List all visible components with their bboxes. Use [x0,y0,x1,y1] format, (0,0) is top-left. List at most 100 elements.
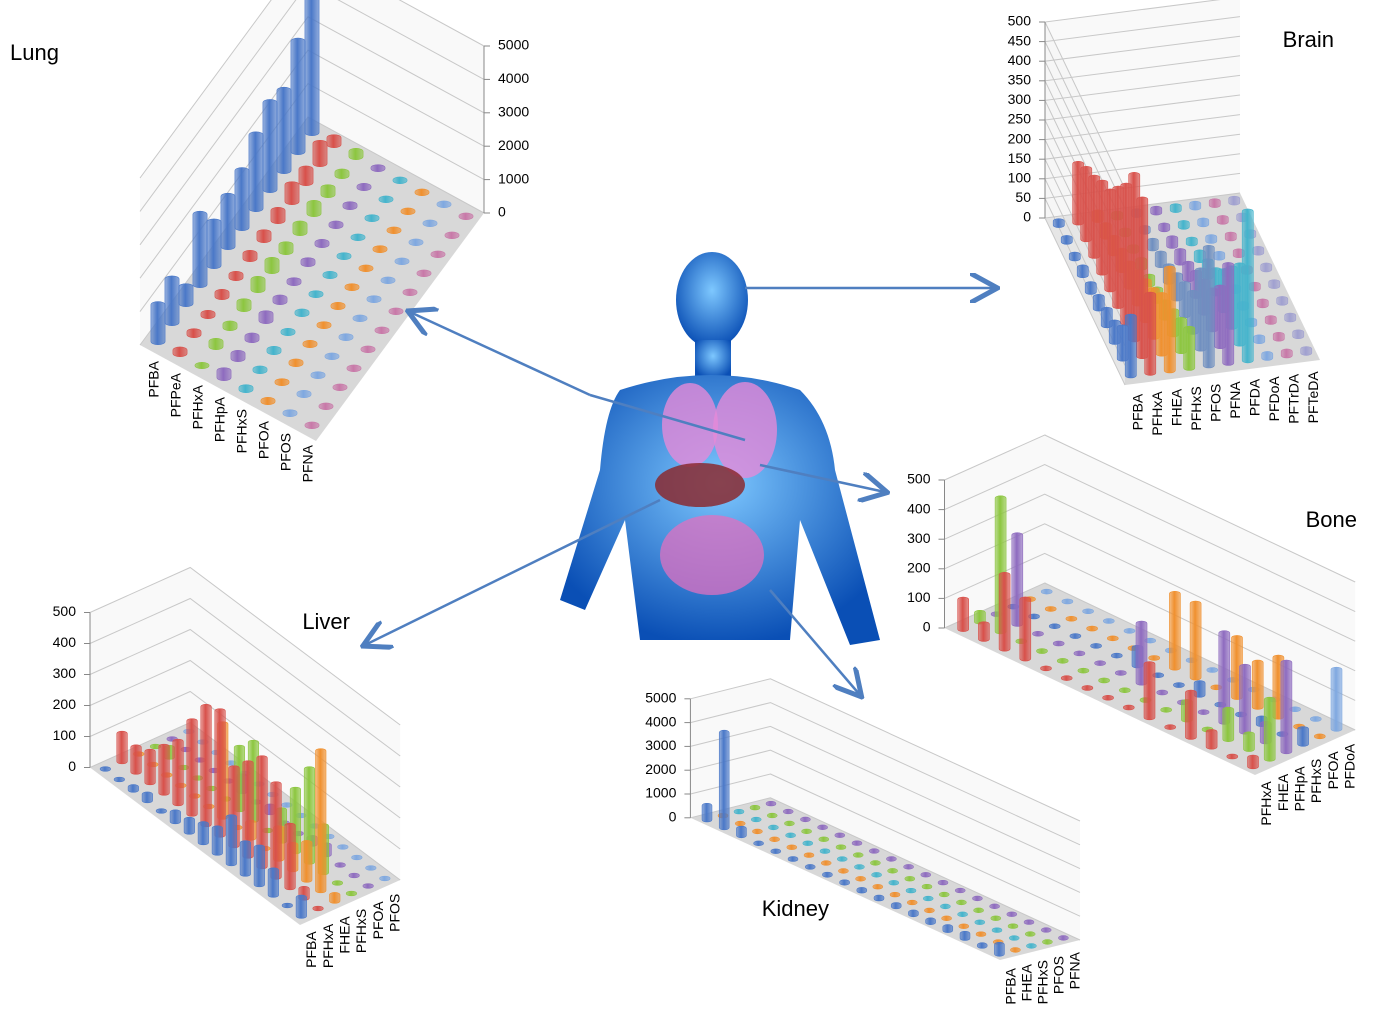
bar [403,289,417,296]
chart: 0100200300400500PFBAPFHxAFHEAPFHxSPFOAPF… [53,568,403,969]
bar [1010,948,1020,953]
bar [1214,251,1225,260]
bar [1169,591,1180,670]
x-tick-label: PFTrDA [1285,373,1301,424]
bar [955,888,965,893]
bar [1248,755,1259,769]
bar [852,841,862,846]
chart: 0100200300400500PFHxAFHEAPFHpAPFHxSPFOAP… [907,435,1357,826]
bar [231,350,245,361]
bar [409,239,423,246]
bar [1111,653,1122,658]
bar [335,863,346,868]
bar [1061,235,1072,244]
bar [305,0,319,136]
bar [223,321,237,331]
x-tick-label: PFPeA [168,372,184,417]
bar [1206,235,1217,244]
bar [117,731,128,764]
bar [994,942,1004,956]
bar [857,887,867,893]
bar [184,817,195,834]
bar [1273,332,1284,341]
bar [874,895,884,901]
bar [1293,330,1304,339]
bar [802,829,812,834]
x-tick-label: PFHxS [1035,960,1051,1004]
y-tick-label: 350 [1008,72,1032,88]
bar [381,277,395,284]
bar [1209,199,1220,208]
bar [100,767,111,772]
bar [1007,912,1017,917]
bar [217,368,231,381]
bar [783,809,793,814]
chart: 010002000300040005000PFBAFHEAPFHxSPFOSPF… [645,679,1082,1005]
bar [282,903,293,908]
bar [770,837,780,842]
y-tick-label: 500 [53,603,77,619]
bar [1091,643,1102,648]
bar [975,920,985,925]
bar [331,302,345,309]
bar [1147,238,1158,251]
bar [1107,636,1118,641]
bar [921,872,931,877]
x-tick-label: PFHxA [1258,781,1274,826]
bar [387,227,401,234]
y-tick-label: 100 [907,589,931,605]
bar [193,211,207,288]
x-tick-label: PFTeDA [1305,371,1321,424]
x-tick-label: PFOA [256,420,272,459]
bar [401,208,415,215]
bar [734,809,744,814]
bar [1186,237,1197,246]
x-tick-label: PFOA [1325,751,1341,790]
y-tick-label: 200 [1008,130,1032,146]
bar [1281,349,1292,358]
bar [804,853,814,858]
y-tick-label: 0 [923,619,931,635]
bar [702,803,712,822]
bar [239,385,253,393]
bar [215,289,229,299]
bar [128,785,139,793]
bar [366,866,377,871]
bar [263,99,277,192]
bar [431,251,445,258]
bar [281,328,295,335]
bar [1217,215,1228,224]
bar [1151,206,1162,215]
y-tick-label: 400 [1008,52,1032,68]
bar [1331,667,1342,731]
bar [938,880,948,885]
bar [1095,661,1106,666]
bar [1123,705,1134,710]
bar [393,177,407,184]
y-tick-label: 5000 [498,37,529,53]
x-tick-label: PFHxS [1188,386,1204,430]
bar [243,250,257,261]
chart-title: Liver [302,609,350,634]
bar [922,884,932,889]
bar [1223,262,1234,365]
x-tick-label: PFDoA [1266,376,1282,422]
bar [329,221,343,229]
bar [293,221,307,236]
bar [1145,292,1156,375]
bar [1253,246,1264,255]
bar [805,864,815,869]
chart-title: Kidney [762,896,829,921]
bar [719,730,729,830]
bar [343,202,357,210]
bar [784,821,794,826]
bar [1037,649,1048,654]
bar [926,918,936,925]
bar [165,276,179,326]
bar [1165,725,1176,730]
bar [254,845,265,887]
bar [187,329,201,338]
bar [905,876,915,881]
bar [321,185,335,198]
x-tick-label: PFOS [278,433,294,471]
